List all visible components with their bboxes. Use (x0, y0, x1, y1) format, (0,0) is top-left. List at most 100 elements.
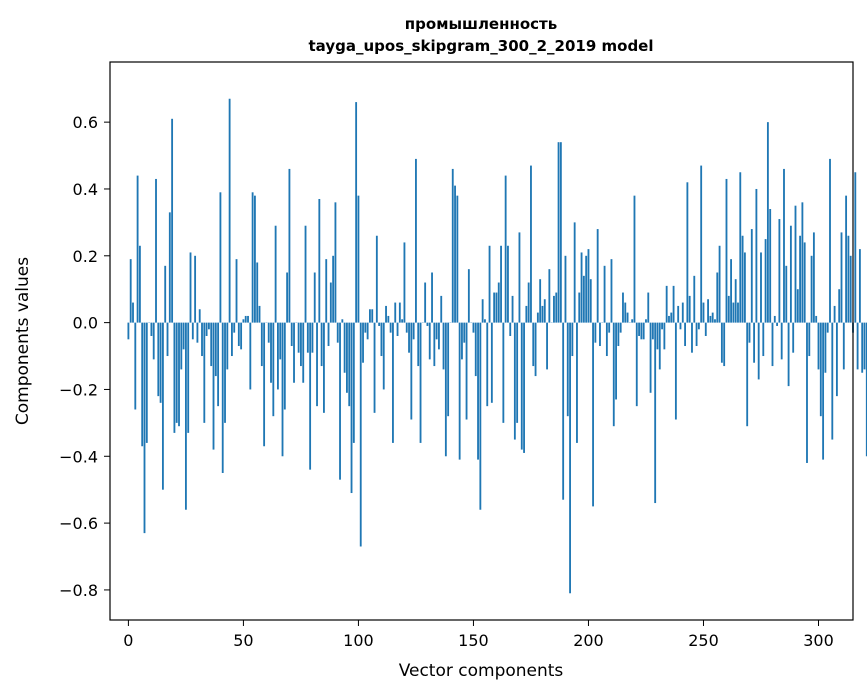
bar-61 (267, 322, 270, 343)
bar-259 (723, 322, 726, 367)
bar-165 (507, 245, 509, 323)
x-tick-label: 150 (458, 631, 489, 650)
bar-231 (658, 322, 661, 370)
bar-302 (822, 322, 825, 460)
bar-178 (536, 312, 539, 323)
bar-109 (378, 322, 381, 326)
bar-86 (325, 259, 328, 323)
bar-11 (152, 322, 155, 360)
bar-172 (523, 322, 525, 453)
chart-subtitle: tayga_upos_skipgram_300_2_2019 model (309, 37, 654, 55)
bar-294 (803, 242, 806, 323)
bar-163 (502, 322, 505, 423)
bar-298 (812, 232, 815, 323)
bar-89 (332, 255, 335, 323)
bar-310 (840, 232, 843, 323)
bar-104 (366, 322, 369, 340)
bar-108 (375, 235, 378, 323)
bar-35 (207, 322, 210, 330)
bar-247 (695, 322, 698, 347)
bar-304 (826, 322, 829, 333)
x-tick-label: 0 (123, 631, 133, 650)
bar-254 (711, 312, 714, 323)
bar-33 (203, 322, 206, 423)
bar-284 (780, 322, 783, 360)
bar-243 (686, 182, 689, 323)
bar-25 (184, 322, 187, 510)
x-axis-label: Vector components (399, 661, 564, 681)
bar-169 (516, 322, 519, 423)
bar-197 (580, 252, 583, 323)
bar-217 (626, 312, 629, 323)
bar-125 (415, 158, 417, 323)
bar-234 (665, 285, 668, 323)
bar-193 (571, 322, 574, 357)
bar-317 (856, 322, 859, 370)
bar-127 (419, 322, 422, 443)
bar-160 (495, 292, 498, 323)
bar-47 (235, 259, 238, 323)
bar-266 (739, 172, 742, 323)
bar-28 (191, 322, 194, 340)
bar-309 (838, 289, 841, 323)
bar-256 (716, 272, 719, 323)
bar-50 (242, 319, 245, 323)
bar-159 (493, 292, 496, 323)
bar-37 (212, 322, 215, 450)
bar-84 (320, 322, 323, 367)
bar-196 (578, 292, 581, 323)
bar-308 (835, 322, 838, 397)
bar-31 (198, 309, 201, 323)
bar-295 (806, 322, 808, 463)
bar-175 (530, 165, 532, 323)
bar-155 (484, 319, 486, 323)
bar-187 (557, 142, 560, 323)
bar-51 (244, 315, 247, 323)
bar-225 (645, 319, 647, 323)
y-tick-label: 0.4 (73, 180, 98, 199)
bar-142 (454, 185, 456, 323)
bar-22 (178, 322, 180, 427)
bar-282 (776, 322, 779, 326)
bar-300 (817, 322, 820, 370)
bar-241 (681, 302, 684, 323)
bar-98 (352, 322, 355, 443)
y-axis-ticks: −0.8 −0.6 −0.4 −0.2 0.0 0.2 0.4 0.6 (59, 113, 110, 600)
y-tick-label: −0.4 (59, 447, 98, 466)
bar-137 (442, 322, 445, 370)
bar-293 (801, 202, 804, 323)
bar-134 (435, 322, 438, 340)
bar-168 (513, 322, 516, 440)
bar-245 (691, 322, 693, 353)
bar-150 (472, 322, 475, 333)
bar-74 (297, 322, 300, 353)
bar-265 (737, 302, 739, 323)
bar-92 (339, 322, 341, 480)
bar-283 (778, 219, 781, 323)
bar-153 (479, 322, 482, 510)
bar-23 (180, 322, 183, 370)
bar-156 (486, 322, 489, 407)
bar-119 (401, 319, 404, 323)
bar-17 (166, 322, 169, 357)
bar-280 (771, 322, 774, 367)
bar-224 (642, 322, 645, 340)
bar-303 (824, 322, 827, 373)
bar-262 (730, 259, 732, 323)
bar-138 (444, 322, 447, 457)
bar-209 (608, 322, 611, 333)
bar-289 (792, 322, 795, 353)
bar-267 (741, 235, 744, 323)
bar-227 (649, 322, 652, 393)
bar-46 (233, 322, 236, 333)
bar-306 (831, 322, 834, 440)
plot-frame (109, 61, 854, 621)
bar-249 (700, 165, 703, 323)
bar-250 (702, 302, 705, 323)
bar-275 (760, 252, 762, 323)
bar-198 (582, 275, 585, 323)
bar-21 (175, 322, 178, 423)
bar-2 (132, 302, 134, 323)
y-tick-label: 0.2 (73, 247, 98, 266)
bar-189 (562, 322, 565, 500)
